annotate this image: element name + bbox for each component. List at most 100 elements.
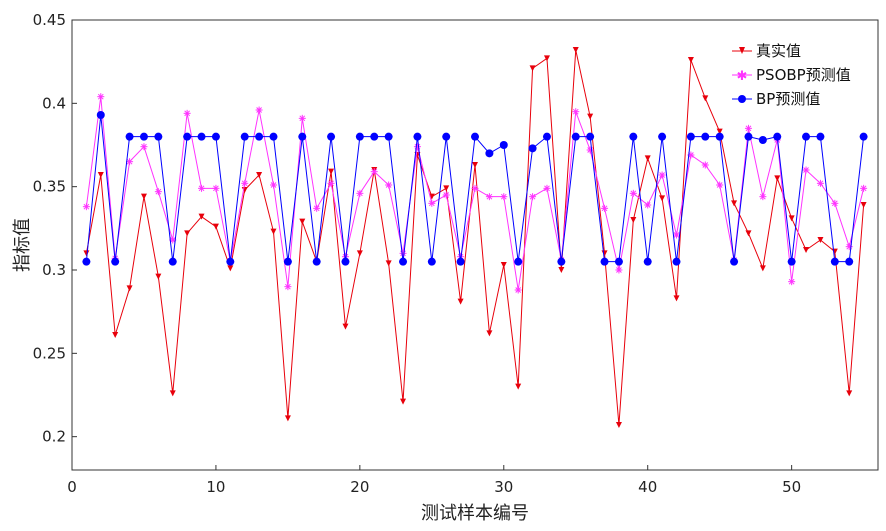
data-point	[744, 124, 752, 132]
data-point	[284, 283, 292, 291]
legend-item-psobp: ✱ PSOBP预测值	[732, 66, 851, 84]
data-point	[327, 179, 335, 187]
data-point	[183, 132, 192, 141]
data-point	[284, 415, 291, 422]
data-point	[255, 132, 264, 141]
data-point	[528, 144, 537, 153]
data-point	[126, 285, 133, 292]
data-point	[384, 132, 393, 141]
data-point	[644, 155, 651, 162]
data-point	[716, 181, 724, 189]
data-point	[125, 132, 134, 141]
data-point	[270, 181, 277, 189]
x-tick-label: 40	[638, 478, 657, 496]
data-point	[356, 189, 364, 197]
data-point	[514, 286, 522, 294]
data-point	[774, 175, 781, 182]
legend-marker-bp	[738, 95, 746, 103]
data-point	[471, 132, 479, 141]
x-tick-label: 0	[67, 478, 77, 496]
data-point	[154, 132, 163, 141]
data-point	[542, 132, 551, 141]
data-point	[169, 390, 176, 397]
data-point	[240, 132, 249, 141]
y-axis: 0.2 0.25 0.3 0.35 0.4 0.45	[33, 11, 77, 446]
data-point	[269, 132, 278, 141]
data-point	[313, 204, 321, 212]
data-point	[701, 132, 710, 141]
data-point	[860, 184, 868, 192]
data-point	[816, 179, 824, 187]
data-point	[558, 267, 565, 273]
data-point	[83, 250, 90, 257]
data-point	[615, 266, 623, 274]
data-point	[787, 257, 796, 266]
legend-item-bp: BP预测值	[732, 90, 820, 108]
data-point	[514, 257, 523, 266]
data-point	[471, 184, 479, 192]
data-point	[385, 181, 393, 189]
data-point	[456, 257, 465, 266]
y-tick-label: 0.3	[42, 261, 66, 279]
data-point	[745, 230, 752, 237]
data-point	[399, 249, 407, 257]
data-point	[773, 132, 782, 141]
y-tick-label: 0.4	[42, 94, 66, 112]
data-point	[169, 236, 177, 244]
plot-frame	[71, 19, 879, 471]
legend-marker-actual	[739, 47, 745, 54]
data-point	[543, 55, 550, 62]
data-point	[731, 200, 738, 207]
data-point	[342, 323, 349, 330]
data-point	[255, 106, 263, 114]
data-point	[442, 191, 450, 199]
data-point	[140, 143, 148, 151]
data-point	[155, 273, 162, 280]
data-point	[803, 247, 810, 253]
data-point	[126, 158, 134, 166]
data-point	[658, 132, 667, 141]
data-point	[212, 223, 219, 230]
data-point	[427, 257, 436, 266]
y-tick-label: 0.25	[33, 344, 66, 362]
data-point	[385, 260, 392, 267]
data-point	[759, 265, 766, 272]
data-point	[97, 93, 105, 101]
x-tick-label: 50	[782, 478, 801, 496]
data-point	[428, 199, 436, 207]
data-point	[802, 132, 811, 141]
data-point	[97, 172, 104, 178]
data-point	[515, 383, 522, 390]
data-point	[715, 132, 724, 141]
data-point	[198, 213, 205, 220]
data-point	[587, 113, 594, 120]
data-point	[198, 184, 206, 192]
data-point	[197, 132, 206, 141]
data-point	[702, 95, 709, 102]
y-tick-label: 0.45	[33, 11, 66, 29]
legend: 真实值 ✱ PSOBP预测值 BP预测值	[732, 42, 851, 108]
data-point	[859, 132, 868, 141]
data-point	[442, 132, 451, 141]
x-axis-title: 测试样本编号	[421, 503, 529, 524]
y-tick-label: 0.2	[42, 428, 66, 446]
data-point	[630, 217, 637, 223]
data-point	[400, 398, 407, 405]
data-point	[270, 228, 277, 235]
data-point	[82, 203, 90, 211]
data-point	[686, 132, 695, 141]
data-point	[184, 230, 191, 237]
legend-label-psobp: PSOBP预测值	[756, 66, 851, 84]
data-point	[241, 179, 249, 187]
data-point	[154, 188, 162, 196]
data-point	[298, 114, 306, 122]
data-point	[673, 295, 680, 302]
data-point	[328, 168, 335, 175]
data-point	[485, 193, 493, 201]
x-tick-label: 30	[494, 478, 513, 496]
data-point	[413, 132, 422, 141]
data-point	[140, 193, 147, 200]
data-point	[486, 330, 493, 337]
data-point	[111, 257, 120, 266]
